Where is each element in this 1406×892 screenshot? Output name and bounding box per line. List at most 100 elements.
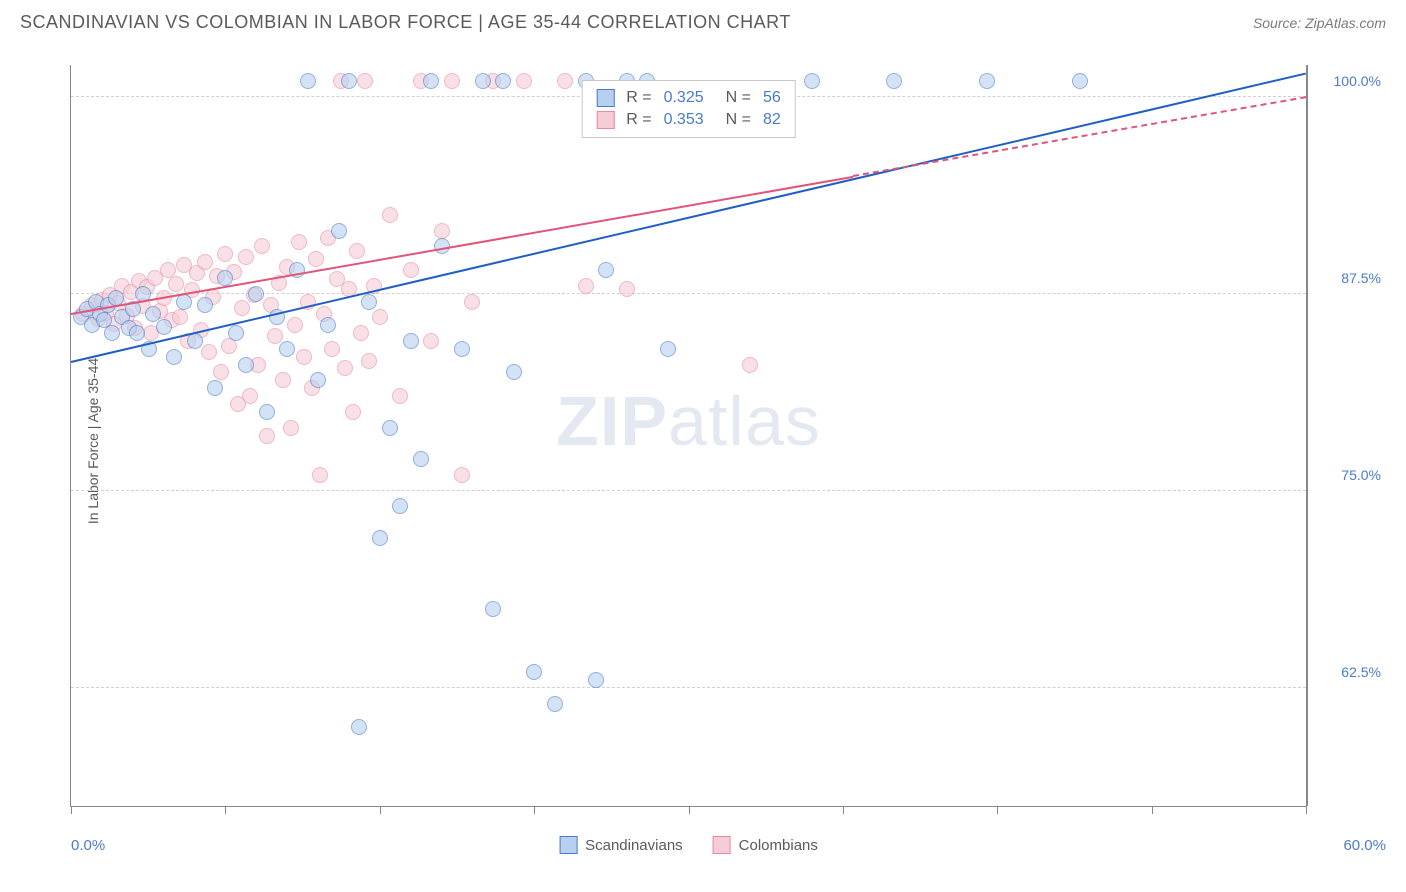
x-tick bbox=[225, 806, 226, 814]
data-point bbox=[267, 328, 283, 344]
data-point bbox=[279, 341, 295, 357]
data-point bbox=[156, 319, 172, 335]
y-tick-label: 100.0% bbox=[1334, 73, 1381, 89]
data-point bbox=[351, 719, 367, 735]
data-point bbox=[310, 372, 326, 388]
legend-swatch bbox=[713, 836, 731, 854]
data-point bbox=[526, 664, 542, 680]
data-point bbox=[228, 325, 244, 341]
data-point bbox=[598, 262, 614, 278]
chart-header: SCANDINAVIAN VS COLOMBIAN IN LABOR FORCE… bbox=[0, 0, 1406, 41]
data-point bbox=[207, 380, 223, 396]
n-label: N = bbox=[726, 111, 751, 129]
data-point bbox=[516, 73, 532, 89]
series-legend: ScandinaviansColombians bbox=[559, 836, 818, 854]
data-point bbox=[619, 281, 635, 297]
legend-label: Scandinavians bbox=[585, 837, 683, 854]
data-point bbox=[287, 317, 303, 333]
x-tick bbox=[843, 806, 844, 814]
x-axis-max-label: 60.0% bbox=[1343, 837, 1386, 854]
data-point bbox=[444, 73, 460, 89]
legend-swatch bbox=[596, 89, 614, 107]
data-point bbox=[337, 360, 353, 376]
legend-swatch bbox=[559, 836, 577, 854]
data-point bbox=[372, 530, 388, 546]
data-point bbox=[197, 254, 213, 270]
data-point bbox=[308, 251, 324, 267]
data-point bbox=[434, 223, 450, 239]
data-point bbox=[361, 294, 377, 310]
data-point bbox=[341, 73, 357, 89]
data-point bbox=[423, 73, 439, 89]
legend-swatch bbox=[596, 111, 614, 129]
n-label: N = bbox=[726, 89, 751, 107]
plot-area: ZIPatlas R =0.325N =56R =0.353N =82 0.0%… bbox=[70, 65, 1306, 807]
data-point bbox=[475, 73, 491, 89]
data-point bbox=[345, 404, 361, 420]
data-point bbox=[357, 73, 373, 89]
data-point bbox=[129, 325, 145, 341]
data-point bbox=[296, 349, 312, 365]
data-point bbox=[485, 601, 501, 617]
data-point bbox=[353, 325, 369, 341]
data-point bbox=[197, 297, 213, 313]
data-point bbox=[201, 344, 217, 360]
watermark: ZIPatlas bbox=[556, 381, 821, 461]
data-point bbox=[392, 498, 408, 514]
data-point bbox=[283, 420, 299, 436]
data-point bbox=[259, 404, 275, 420]
data-point bbox=[238, 249, 254, 265]
chart-title: SCANDINAVIAN VS COLOMBIAN IN LABOR FORCE… bbox=[20, 12, 791, 33]
data-point bbox=[172, 309, 188, 325]
data-point bbox=[392, 388, 408, 404]
data-point bbox=[506, 364, 522, 380]
data-point bbox=[254, 238, 270, 254]
y-tick-label: 62.5% bbox=[1341, 664, 1381, 680]
data-point bbox=[238, 357, 254, 373]
data-point bbox=[372, 309, 388, 325]
data-point bbox=[403, 333, 419, 349]
y-tick-label: 87.5% bbox=[1341, 270, 1381, 286]
data-point bbox=[742, 357, 758, 373]
correlation-legend: R =0.325N =56R =0.353N =82 bbox=[581, 80, 796, 138]
data-point bbox=[1072, 73, 1088, 89]
data-point bbox=[660, 341, 676, 357]
x-tick bbox=[997, 806, 998, 814]
data-point bbox=[804, 73, 820, 89]
x-tick bbox=[380, 806, 381, 814]
data-point bbox=[248, 286, 264, 302]
data-point bbox=[168, 276, 184, 292]
r-value: 0.353 bbox=[664, 111, 704, 129]
data-point bbox=[166, 349, 182, 365]
data-point bbox=[454, 467, 470, 483]
data-point bbox=[259, 428, 275, 444]
legend-item: Scandinavians bbox=[559, 836, 683, 854]
data-point bbox=[324, 341, 340, 357]
data-point bbox=[300, 73, 316, 89]
x-tick bbox=[1152, 806, 1153, 814]
data-point bbox=[213, 364, 229, 380]
data-point bbox=[312, 467, 328, 483]
data-point bbox=[382, 207, 398, 223]
x-tick bbox=[689, 806, 690, 814]
trend-line bbox=[853, 97, 1306, 178]
data-point bbox=[349, 243, 365, 259]
data-point bbox=[403, 262, 419, 278]
correlation-row: R =0.325N =56 bbox=[596, 87, 781, 109]
gridline bbox=[71, 687, 1306, 688]
data-point bbox=[331, 223, 347, 239]
chart-container: In Labor Force | Age 35-44 ZIPatlas R =0… bbox=[45, 50, 1391, 832]
data-point bbox=[382, 420, 398, 436]
r-value: 0.325 bbox=[664, 89, 704, 107]
n-value: 82 bbox=[763, 111, 781, 129]
data-point bbox=[886, 73, 902, 89]
data-point bbox=[413, 451, 429, 467]
chart-source: Source: ZipAtlas.com bbox=[1253, 15, 1386, 31]
r-label: R = bbox=[626, 89, 651, 107]
data-point bbox=[557, 73, 573, 89]
data-point bbox=[242, 388, 258, 404]
data-point bbox=[454, 341, 470, 357]
data-point bbox=[217, 246, 233, 262]
data-point bbox=[578, 278, 594, 294]
data-point bbox=[275, 372, 291, 388]
